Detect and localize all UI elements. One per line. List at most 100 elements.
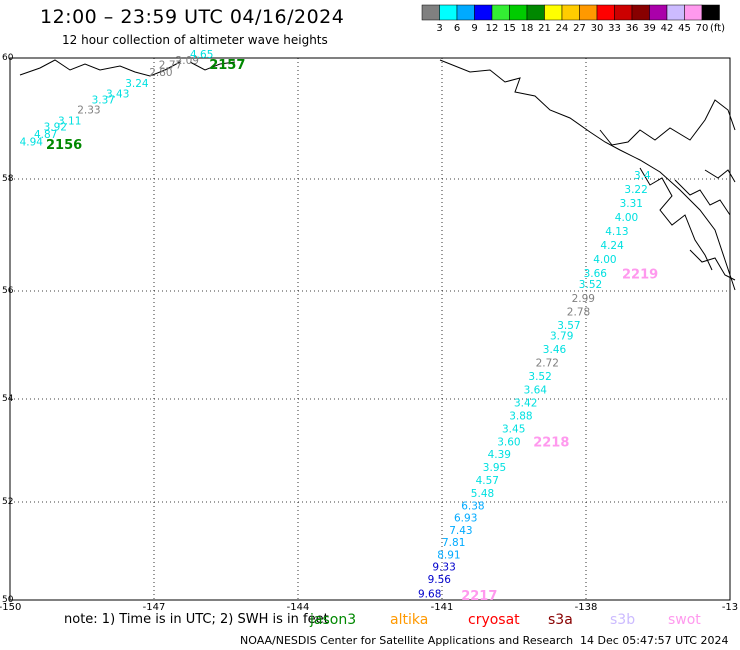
coast-kenai <box>19 59 181 77</box>
wave-height-value: 2.80 <box>149 67 172 79</box>
wave-height-value: 3.64 <box>524 385 548 397</box>
legend-label: 30 <box>591 23 604 34</box>
legend-label: 6 <box>454 23 460 34</box>
wave-height-value: 9.68 <box>418 589 441 601</box>
wave-height-value: 8.91 <box>437 549 460 561</box>
wave-height-value: 7.43 <box>449 525 472 537</box>
x-tick-label: -147 <box>143 602 166 612</box>
coastline <box>19 59 736 291</box>
y-tick-label: 52 <box>2 497 13 507</box>
wave-height-value: 7.81 <box>442 537 465 549</box>
legend-label: 21 <box>538 23 551 34</box>
y-tick-label: 60 <box>2 53 14 63</box>
wave-height-value: 2.09 <box>176 55 199 67</box>
wave-height-value: 3.95 <box>483 462 506 474</box>
wave-height-value: 3.24 <box>125 78 149 90</box>
wave-height-legend: 3 6 9 12 15 18 21 24 27 30 33 36 39 42 45 70 (ft) <box>421 4 725 34</box>
legend-label: 3 <box>436 23 442 34</box>
legend-label: 27 <box>573 23 586 34</box>
legend-swatch <box>701 4 720 21</box>
credit-timestamp: 14 Dec 05:47:57 UTC 2024 <box>580 634 729 647</box>
wave-height-value: 2.77 <box>159 59 182 71</box>
pass-time-2217: 2217 <box>461 589 497 604</box>
pass-time-2219: 2219 <box>622 268 658 283</box>
wave-height-value: 3.88 <box>509 411 532 423</box>
legend-label: 12 <box>486 23 499 34</box>
coast-islands-4 <box>704 169 736 183</box>
wave-height-value: 4.24 <box>600 240 624 252</box>
wave-height-value: 9.56 <box>428 574 452 586</box>
satellite-s3a-label: s3a <box>548 612 573 628</box>
map-grid <box>9 57 731 601</box>
x-tick-label: -144 <box>287 602 310 612</box>
wave-height-value: 9.33 <box>432 562 455 574</box>
footer-note: note: 1) Time is in UTC; 2) SWH is in fe… <box>64 612 329 627</box>
wave-height-value: 3.4 <box>634 170 651 182</box>
legend-label: 18 <box>521 23 534 34</box>
satellite-altika-label: altika <box>390 612 429 628</box>
legend-label: 33 <box>608 23 621 34</box>
wave-height-value: 6.93 <box>454 513 477 525</box>
wave-height-value: 4.87 <box>34 129 57 141</box>
wave-height-value: 5.48 <box>471 488 494 500</box>
axis-tick-labels: -150 -147 -144 -141 -138 -13 60 58 56 54 52 50 <box>0 53 738 612</box>
legend-label: 45 <box>678 23 691 34</box>
x-tick-label: -138 <box>575 602 598 612</box>
coast-kenai-2 <box>189 61 236 71</box>
altimeter-tracks: 4.944.873.923.112.333.373.433.242.802.77… <box>20 49 659 604</box>
wave-height-value: 3.57 <box>557 320 580 332</box>
wave-height-value: 4.39 <box>488 449 511 461</box>
wave-height-value: 3.46 <box>543 344 567 356</box>
coast-alaska-north <box>439 59 736 291</box>
satellite-jason3-label: jason3 <box>310 612 357 628</box>
y-tick-label: 58 <box>2 174 14 184</box>
wave-height-value: 4.13 <box>605 226 628 238</box>
pass-time-2218: 2218 <box>533 435 569 450</box>
wave-height-value: 3.52 <box>528 371 551 383</box>
wave-height-value: 3.31 <box>620 198 643 210</box>
wave-height-value: 4.00 <box>615 212 638 224</box>
pass-time-2156: 2156 <box>46 138 82 153</box>
legend-label: 24 <box>556 23 569 34</box>
wave-height-value: 3.66 <box>584 268 608 280</box>
wave-height-value: 3.42 <box>514 398 537 410</box>
wave-height-value: 6.38 <box>461 500 484 512</box>
legend-label: 70 <box>696 23 709 34</box>
satellite-swot-label: swot <box>668 612 701 628</box>
wave-height-value: 3.92 <box>44 122 67 134</box>
wave-height-value: 3.11 <box>58 116 81 128</box>
wave-height-value: 4.00 <box>593 254 616 266</box>
page-title: 12:00 – 23:59 UTC 04/16/2024 <box>40 6 345 28</box>
wave-height-value: 2.72 <box>536 358 559 370</box>
y-tick-label: 50 <box>2 595 14 605</box>
wave-height-value: 4.65 <box>190 49 213 61</box>
satellite-s3b-label: s3b <box>610 612 636 628</box>
wave-height-value: 3.52 <box>579 279 602 291</box>
wave-height-value: 2.33 <box>77 105 100 117</box>
y-tick-label: 56 <box>2 286 14 296</box>
wave-height-value: 2.78 <box>567 306 590 318</box>
wave-height-value: 4.57 <box>476 475 499 487</box>
credit-line: NOAA/NESDIS Center for Satellite Applica… <box>240 634 574 647</box>
map-frame <box>9 57 731 601</box>
pass-time-2157: 2157 <box>209 58 245 73</box>
legend-label: 36 <box>626 23 639 34</box>
legend-label: 15 <box>503 23 516 34</box>
satellite-cryosat-label: cryosat <box>468 612 520 628</box>
wave-height-value: 3.79 <box>550 331 573 343</box>
altimeter-map: -150 -147 -144 -141 -138 -13 60 58 56 54 52 50 4.94… <box>0 49 738 612</box>
y-tick-label: 54 <box>2 394 14 404</box>
coast-islands-3 <box>689 249 736 281</box>
legend-label: 9 <box>471 23 477 34</box>
legend-label: 39 <box>643 23 656 34</box>
wave-height-value: 3.43 <box>106 88 129 100</box>
legend-label: 42 <box>661 23 674 34</box>
x-tick-label: -150 <box>0 602 21 612</box>
x-tick-label: -141 <box>431 602 454 612</box>
wave-height-value: 3.37 <box>92 94 115 106</box>
x-tick-label: -13 <box>722 602 738 612</box>
coast-islands-1 <box>639 167 713 271</box>
coast-islands-2 <box>674 179 731 216</box>
wave-height-value: 3.22 <box>624 184 647 196</box>
wave-height-value: 3.45 <box>502 423 525 435</box>
